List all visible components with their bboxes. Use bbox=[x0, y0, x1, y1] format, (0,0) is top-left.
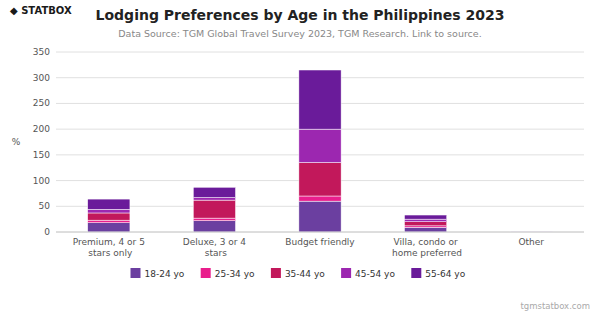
chart: Lodging Preferences by Age in the Philip… bbox=[0, 0, 600, 314]
bar-segment bbox=[88, 213, 130, 220]
bar-segment bbox=[193, 187, 235, 197]
legend-swatch bbox=[411, 268, 421, 278]
y-tick-label: 200 bbox=[33, 124, 50, 134]
legend-swatch bbox=[341, 268, 351, 278]
x-tick-label: Premium, 4 or 5 stars only bbox=[73, 237, 145, 258]
bar-segment bbox=[299, 129, 341, 162]
legend-label: 25-34 yo bbox=[215, 269, 255, 279]
x-tick-label: Budget friendly bbox=[285, 237, 355, 247]
legend-label: 35-44 yo bbox=[285, 269, 325, 279]
legend: 18-24 yo 25-34 yo 35-44 yo 45-54 yo 55-64 yo bbox=[131, 268, 466, 279]
bar-segment bbox=[404, 222, 446, 226]
y-tick-label: 0 bbox=[44, 227, 50, 237]
legend-label: 18-24 yo bbox=[145, 269, 185, 279]
legend-label: 45-54 yo bbox=[355, 269, 395, 279]
y-tick-label: 300 bbox=[33, 73, 50, 83]
bar-segment bbox=[404, 219, 446, 222]
bars bbox=[88, 70, 553, 232]
bar-segment bbox=[193, 221, 235, 232]
y-tick-label: 100 bbox=[33, 176, 50, 186]
legend-label: 55-64 yo bbox=[425, 269, 465, 279]
y-tick-label: 150 bbox=[33, 150, 50, 160]
bar-segment bbox=[299, 70, 341, 129]
y-tick-label: 250 bbox=[33, 98, 50, 108]
grid bbox=[56, 52, 584, 232]
x-axis-line bbox=[56, 232, 584, 233]
logo: ◆ STATBOX bbox=[10, 5, 72, 16]
bar-segment bbox=[88, 223, 130, 232]
x-tick-label: Villa, condo or home preferred bbox=[389, 237, 462, 258]
bar-segment bbox=[193, 198, 235, 201]
x-tick-label: Other bbox=[518, 237, 544, 247]
bar-segment bbox=[404, 227, 446, 232]
y-tick-label: 50 bbox=[39, 201, 51, 211]
bar-segment bbox=[193, 200, 235, 218]
title: Lodging Preferences by Age in the Philip… bbox=[96, 7, 505, 23]
bar-segment bbox=[299, 196, 341, 201]
legend-swatch bbox=[131, 268, 141, 278]
bar-segment bbox=[88, 220, 130, 223]
bar-segment bbox=[299, 163, 341, 196]
x-tick-label: Deluxe, 3 or 4 stars bbox=[183, 237, 247, 258]
bar-segment bbox=[88, 209, 130, 213]
y-tick-label: 350 bbox=[33, 47, 50, 57]
footer: tgmstatbox.com bbox=[520, 301, 590, 311]
bar-segment bbox=[404, 215, 446, 219]
legend-swatch bbox=[201, 268, 211, 278]
grid-line bbox=[56, 232, 584, 233]
subtitle: Data Source: TGM Global Travel Survey 20… bbox=[118, 28, 481, 39]
legend-swatch bbox=[271, 268, 281, 278]
bar-segment bbox=[299, 201, 341, 232]
bar-segment bbox=[88, 199, 130, 209]
bar-segment bbox=[193, 218, 235, 221]
y-axis-label: % bbox=[12, 137, 21, 147]
grid-line bbox=[56, 52, 584, 53]
